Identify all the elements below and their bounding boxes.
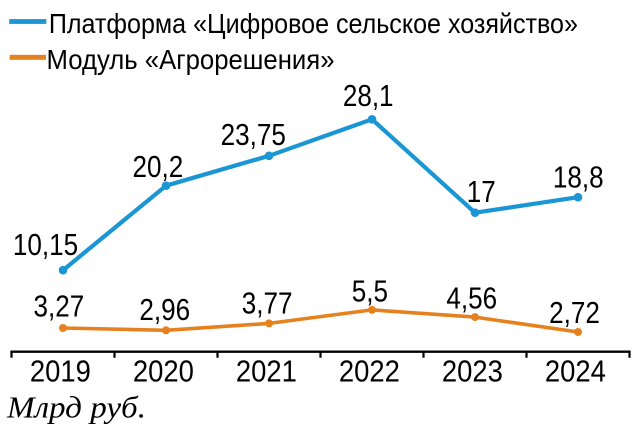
svg-text:28,1: 28,1 — [343, 78, 394, 113]
svg-text:2024: 2024 — [545, 353, 606, 388]
svg-text:3,77: 3,77 — [242, 286, 293, 321]
svg-text:4,56: 4,56 — [446, 281, 497, 316]
svg-text:3,27: 3,27 — [34, 288, 85, 323]
svg-text:Модуль «Агрорешения»: Модуль «Агрорешения» — [47, 44, 335, 75]
svg-text:10,15: 10,15 — [13, 227, 78, 262]
svg-text:Млрд руб.: Млрд руб. — [6, 390, 146, 425]
svg-text:17: 17 — [467, 174, 496, 209]
svg-text:2022: 2022 — [339, 353, 400, 388]
svg-text:2,72: 2,72 — [549, 295, 600, 330]
svg-text:2,96: 2,96 — [139, 292, 190, 327]
svg-text:5,5: 5,5 — [352, 273, 388, 308]
svg-text:18,8: 18,8 — [553, 160, 604, 195]
svg-text:23,75: 23,75 — [221, 117, 286, 152]
svg-text:Платформа «Цифровое сельское х: Платформа «Цифровое сельское хозяйство» — [49, 8, 578, 39]
svg-text:2023: 2023 — [442, 353, 503, 388]
svg-text:2021: 2021 — [236, 353, 297, 388]
svg-text:20,2: 20,2 — [133, 149, 184, 184]
svg-text:2020: 2020 — [133, 353, 194, 388]
svg-text:2019: 2019 — [30, 353, 91, 388]
